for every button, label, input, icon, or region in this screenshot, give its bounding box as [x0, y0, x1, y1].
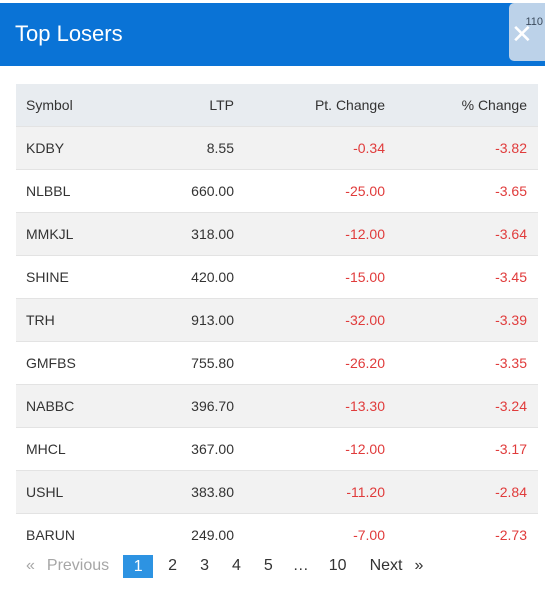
- table-row: USHL 383.80 -11.20 -2.84: [16, 470, 538, 514]
- pt-change-cell: -13.30: [234, 384, 385, 428]
- ltp-cell: 367.00: [139, 427, 234, 471]
- ltp-cell: 913.00: [139, 298, 234, 342]
- table-row: KDBY 8.55 -0.34 -3.82: [16, 126, 538, 170]
- symbol-cell[interactable]: TRH: [16, 298, 139, 342]
- table-row: BARUN 249.00 -7.00 -2.73: [16, 513, 538, 556]
- page-3-button[interactable]: 3: [200, 557, 209, 574]
- ltp-cell: 755.80: [139, 341, 234, 385]
- next-page-button[interactable]: Next: [369, 557, 403, 574]
- pt-change-cell: -11.20: [234, 470, 385, 514]
- close-icon: ✕: [511, 19, 533, 49]
- ltp-cell: 383.80: [139, 470, 234, 514]
- symbol-cell[interactable]: MHCL: [16, 427, 139, 471]
- pagination: « Previous 1 2 3 4 5 … 10 Next »: [16, 553, 423, 579]
- table-row: NLBBL 660.00 -25.00 -3.65: [16, 169, 538, 213]
- pct-change-cell: -3.39: [385, 298, 538, 342]
- close-count: 110: [525, 16, 543, 28]
- pt-change-cell: -26.20: [234, 341, 385, 385]
- column-header-pct-change[interactable]: % Change: [461, 97, 527, 113]
- pct-change-cell: -3.35: [385, 341, 538, 385]
- symbol-cell[interactable]: GMFBS: [16, 341, 139, 385]
- ltp-cell: 660.00: [139, 169, 234, 213]
- column-header-symbol[interactable]: Symbol: [26, 97, 73, 113]
- pct-change-cell: -3.24: [385, 384, 538, 428]
- pct-change-cell: -3.64: [385, 212, 538, 256]
- table-row: MMKJL 318.00 -12.00 -3.64: [16, 212, 538, 256]
- pct-change-cell: -3.82: [385, 126, 538, 170]
- pt-change-cell: -7.00: [234, 513, 385, 556]
- symbol-cell[interactable]: MMKJL: [16, 212, 139, 256]
- previous-page-button[interactable]: Previous: [46, 557, 110, 574]
- table-header-row: Symbol LTP Pt. Change % Change: [16, 84, 538, 127]
- column-header-ltp[interactable]: LTP: [209, 97, 234, 113]
- pct-change-cell: -3.65: [385, 169, 538, 213]
- pt-change-cell: -32.00: [234, 298, 385, 342]
- table-row: MHCL 367.00 -12.00 -3.17: [16, 427, 538, 471]
- table-row: NABBC 396.70 -13.30 -3.24: [16, 384, 538, 428]
- symbol-cell[interactable]: BARUN: [16, 513, 139, 556]
- previous-arrow-icon: «: [26, 557, 35, 574]
- next-arrow-icon[interactable]: »: [414, 557, 424, 574]
- symbol-cell[interactable]: USHL: [16, 470, 139, 514]
- ltp-cell: 420.00: [139, 255, 234, 299]
- close-button[interactable]: 110 ✕: [509, 3, 545, 61]
- pagination-ellipsis: …: [292, 557, 309, 574]
- table-row: TRH 913.00 -32.00 -3.39: [16, 298, 538, 342]
- pct-change-cell: -2.84: [385, 470, 538, 514]
- losers-table: Symbol LTP Pt. Change % Change KDBY 8.55…: [16, 84, 538, 556]
- symbol-cell[interactable]: SHINE: [16, 255, 139, 299]
- pct-change-cell: -3.17: [385, 427, 538, 471]
- panel-title: Top Losers: [15, 21, 123, 46]
- pt-change-cell: -12.00: [234, 212, 385, 256]
- pct-change-cell: -2.73: [385, 513, 538, 556]
- ltp-cell: 8.55: [139, 126, 234, 170]
- pt-change-cell: -0.34: [234, 126, 385, 170]
- symbol-cell[interactable]: NLBBL: [16, 169, 139, 213]
- page-4-button[interactable]: 4: [231, 557, 241, 574]
- pct-change-cell: -3.45: [385, 255, 538, 299]
- ltp-cell: 318.00: [139, 212, 234, 256]
- symbol-cell[interactable]: KDBY: [16, 126, 139, 170]
- panel-header: Top Losers: [0, 3, 545, 66]
- pt-change-cell: -12.00: [234, 427, 385, 471]
- table-row: GMFBS 755.80 -26.20 -3.35: [16, 341, 538, 385]
- page-1-button[interactable]: 1: [123, 554, 154, 578]
- table-row: SHINE 420.00 -15.00 -3.45: [16, 255, 538, 299]
- pt-change-cell: -25.00: [234, 169, 385, 213]
- symbol-cell[interactable]: NABBC: [16, 384, 139, 428]
- column-header-pt-change[interactable]: Pt. Change: [314, 97, 385, 113]
- pt-change-cell: -15.00: [234, 255, 385, 299]
- ltp-cell: 249.00: [139, 513, 234, 556]
- ltp-cell: 396.70: [139, 384, 234, 428]
- page-2-button[interactable]: 2: [168, 557, 178, 574]
- page-5-button[interactable]: 5: [263, 557, 273, 574]
- page-10-button[interactable]: 10: [328, 557, 347, 574]
